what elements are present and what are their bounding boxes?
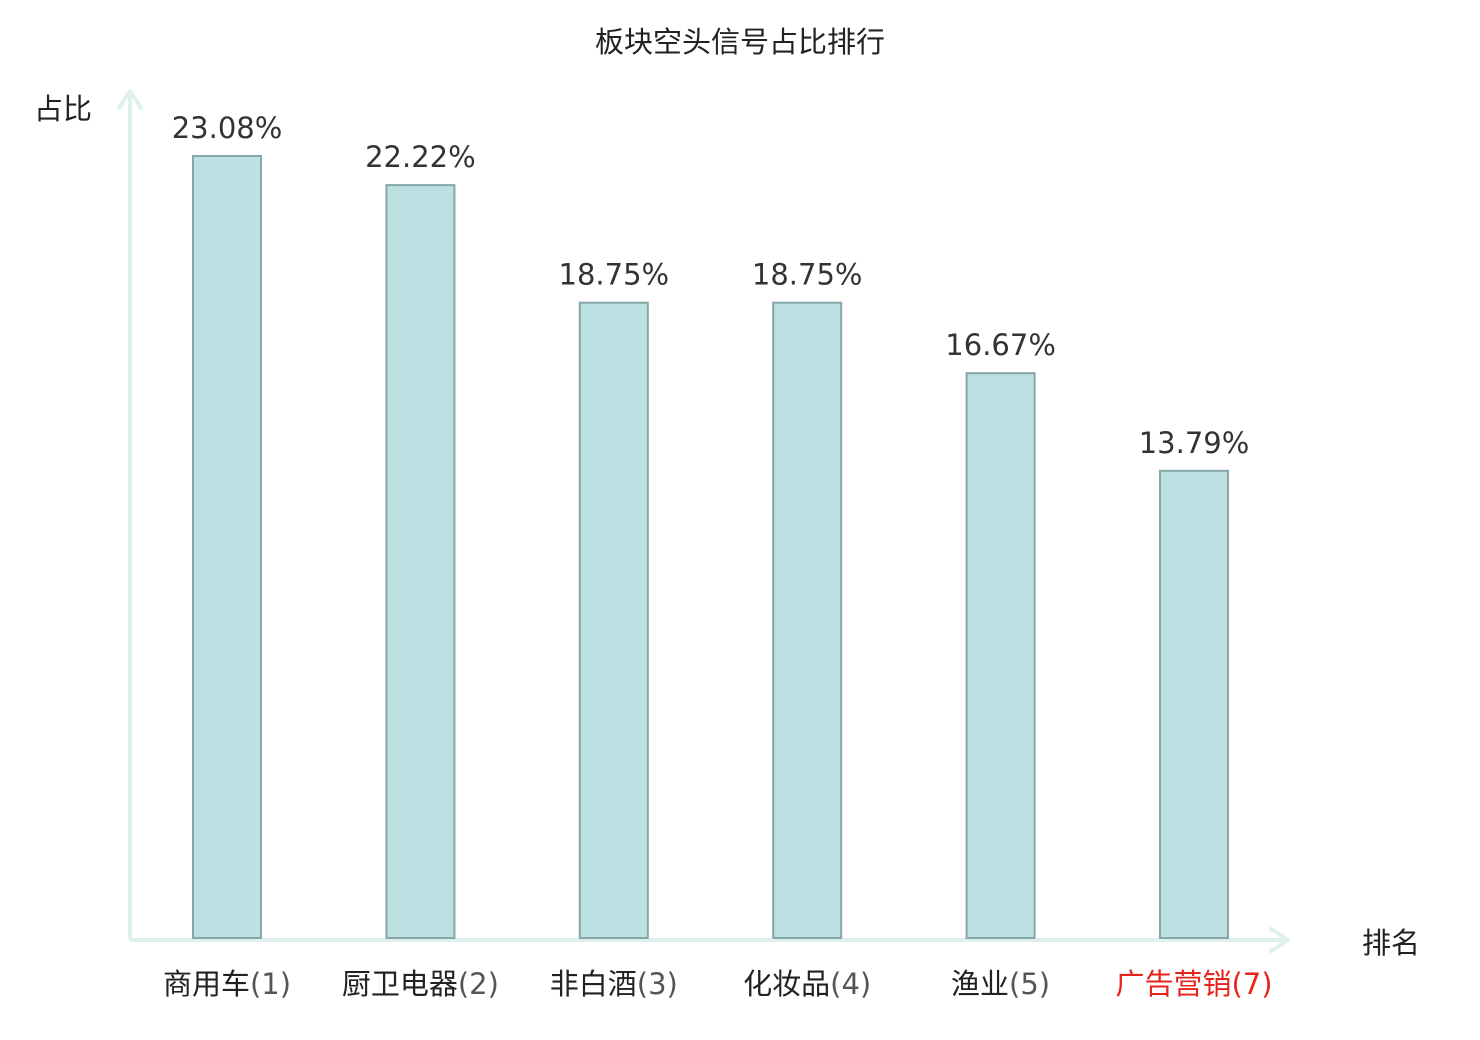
chart-title: 板块空头信号占比排行 [595, 25, 885, 59]
category-name: 广告营销 [1115, 967, 1231, 1001]
y-axis-label: 占比 [34, 92, 92, 126]
category-label-2: 厨卫电器(2) [342, 967, 499, 1001]
bar-1 [192, 155, 262, 939]
category-name: 厨卫电器 [342, 967, 458, 1001]
category-rank: (2) [458, 967, 499, 1001]
category-label-4: 化妆品(4) [743, 967, 871, 1001]
bar-6 [1159, 469, 1229, 939]
bars-group [192, 155, 1229, 940]
category-rank: (5) [1009, 967, 1050, 1001]
category-rank: (3) [637, 967, 678, 1001]
y-axis [117, 89, 143, 940]
value-label-5: 16.67% [945, 328, 1056, 362]
value-label-3: 18.75% [559, 258, 670, 292]
bar-5 [965, 372, 1036, 939]
category-name: 渔业 [951, 967, 1009, 1001]
x-axis-label: 排名 [1362, 926, 1420, 960]
bar-4 [772, 301, 843, 939]
value-label-2: 22.22% [365, 140, 476, 174]
category-name: 商用车 [163, 967, 250, 1001]
x-axis [130, 927, 1290, 953]
value-labels-group: 23.08% 22.22% 18.75% 18.75% 16.67% 13.79% [172, 111, 1250, 460]
value-label-4: 18.75% [752, 258, 863, 292]
y-axis-arrow [117, 89, 143, 110]
bar-3 [578, 301, 649, 939]
category-label-6: 广告营销(7) [1115, 967, 1272, 1001]
category-rank: (7) [1231, 967, 1272, 1001]
category-rank: (4) [830, 967, 871, 1001]
value-label-1: 23.08% [172, 111, 283, 145]
category-labels-group: 商用车(1) 厨卫电器(2) 非白酒(3) 化妆品(4) 渔业(5) 广告营销(7) [163, 967, 1273, 1001]
bar-2 [385, 184, 456, 940]
category-name: 化妆品 [743, 967, 830, 1001]
category-name: 非白酒 [550, 967, 637, 1001]
category-label-1: 商用车(1) [163, 967, 291, 1001]
category-label-5: 渔业(5) [951, 967, 1050, 1001]
category-label-3: 非白酒(3) [550, 967, 678, 1001]
value-label-6: 13.79% [1139, 426, 1250, 460]
x-axis-arrow [1269, 927, 1290, 953]
category-rank: (1) [250, 967, 291, 1001]
